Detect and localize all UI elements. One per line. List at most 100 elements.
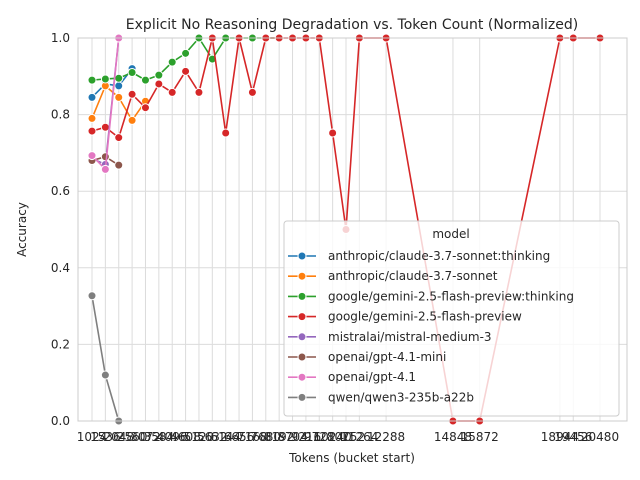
x-tick-label: 8192: [264, 430, 295, 444]
legend-marker: [297, 312, 307, 322]
y-tick-label: 0.2: [51, 337, 70, 351]
data-point: [114, 73, 124, 83]
y-tick-label: 0.0: [51, 414, 70, 428]
series-6: [87, 33, 124, 174]
x-tick-label: 10752: [327, 430, 365, 444]
y-tick-label: 0.6: [51, 184, 70, 198]
legend-box: [283, 220, 620, 417]
legend-label: qwen/qwen3-235b-a22b: [328, 390, 474, 404]
data-point: [114, 81, 124, 91]
x-tick-label: 10240: [314, 430, 352, 444]
data-point: [87, 113, 97, 123]
data-point: [127, 89, 137, 99]
data-point: [140, 103, 150, 113]
legend-marker: [297, 392, 307, 402]
legend-items: anthropic/claude-3.7-sonnet:thinking anth…: [288, 249, 574, 404]
data-point: [154, 70, 164, 80]
x-tick-label: 11264: [340, 430, 378, 444]
data-point: [194, 87, 204, 97]
x-tick-label: 6656: [224, 430, 255, 444]
x-tick-label: 7680: [251, 430, 282, 444]
data-point: [181, 66, 191, 76]
series-7: [87, 291, 124, 426]
y-axis-label: Accuracy: [15, 202, 29, 257]
legend-marker: [297, 271, 307, 281]
data-point: [247, 87, 257, 97]
data-point: [100, 122, 110, 132]
data-point: [221, 128, 231, 138]
data-point: [100, 370, 110, 380]
x-tick-label: 14848: [434, 430, 472, 444]
data-point: [87, 151, 97, 161]
legend-label: anthropic/claude-3.7-sonnet:thinking: [328, 249, 550, 263]
data-point: [87, 75, 97, 85]
data-point: [87, 92, 97, 102]
y-tick-label: 1.0: [51, 31, 70, 45]
legend-item: google/gemini-2.5-flash-preview: [288, 310, 522, 324]
data-point: [328, 128, 338, 138]
legend-label: mistralai/mistral-medium-3: [328, 330, 492, 344]
x-tick-label: 4608: [170, 430, 201, 444]
legend-item: anthropic/claude-3.7-sonnet:thinking: [288, 249, 550, 263]
x-tick-label: 19456: [554, 430, 592, 444]
legend-marker: [297, 291, 307, 301]
x-tick-label: 1536: [90, 430, 121, 444]
legend-title: model: [432, 227, 469, 241]
legend-item: google/gemini-2.5-flash-preview:thinking: [288, 289, 574, 303]
data-point: [181, 48, 191, 58]
data-point: [100, 152, 110, 162]
series-1: [87, 81, 150, 125]
legend: model anthropic/claude-3.7-sonnet:thinki…: [283, 220, 620, 417]
y-tick-labels: 0.0 0.2 0.4 0.6 0.8 1.0: [51, 31, 70, 428]
legend-marker: [297, 372, 307, 382]
legend-item: qwen/qwen3-235b-a22b: [288, 390, 474, 404]
legend-item: anthropic/claude-3.7-sonnet: [288, 269, 498, 283]
data-point: [87, 126, 97, 136]
series-line: [91, 68, 133, 98]
x-tick-label: 9216: [291, 430, 322, 444]
data-point: [87, 291, 97, 301]
legend-marker: [297, 332, 307, 342]
legend-label: anthropic/claude-3.7-sonnet: [328, 269, 498, 283]
x-tick-label: 2560: [117, 430, 148, 444]
x-tick-label: 3072: [130, 430, 161, 444]
data-point: [167, 87, 177, 97]
x-tick-label: 12288: [367, 430, 405, 444]
x-tick-label: 5632: [197, 430, 228, 444]
x-tick-label: 20480: [581, 430, 619, 444]
data-point: [127, 67, 137, 77]
legend-label: openai/gpt-4.1-mini: [328, 350, 446, 364]
legend-marker: [297, 352, 307, 362]
data-point: [100, 164, 110, 174]
data-point: [127, 115, 137, 125]
x-axis-label: Tokens (bucket start): [288, 451, 415, 465]
legend-label: google/gemini-2.5-flash-preview: [328, 310, 522, 324]
x-tick-label: 2048: [103, 430, 134, 444]
x-tick-label: 6144: [210, 430, 241, 444]
data-point: [114, 133, 124, 143]
x-tick-label: 1024: [77, 430, 108, 444]
x-tick-labels: 1024153620482560307235844096460851205632…: [77, 430, 619, 444]
data-point: [100, 74, 110, 84]
legend-item: mistralai/mistral-medium-3: [288, 330, 492, 344]
x-tick-label: 8704: [277, 430, 308, 444]
legend-label: openai/gpt-4.1: [328, 370, 416, 384]
chart-title: Explicit No Reasoning Degradation vs. To…: [126, 17, 578, 33]
data-point: [114, 92, 124, 102]
y-tick-label: 0.4: [51, 261, 70, 275]
legend-item: openai/gpt-4.1-mini: [288, 350, 446, 364]
legend-marker: [297, 251, 307, 261]
x-tick-label: 3584: [144, 430, 175, 444]
data-point: [140, 75, 150, 85]
x-tick-label: 18944: [541, 430, 579, 444]
y-tick-label: 0.8: [51, 108, 70, 122]
legend-item: openai/gpt-4.1: [288, 370, 416, 384]
data-point: [154, 79, 164, 89]
x-tick-label: 5120: [184, 430, 215, 444]
x-tick-label: 7168: [237, 430, 268, 444]
x-tick-label: 15872: [461, 430, 499, 444]
x-tick-label: 4096: [157, 430, 188, 444]
x-tick-label: 9728: [304, 430, 335, 444]
legend-label: google/gemini-2.5-flash-preview:thinking: [328, 289, 574, 303]
